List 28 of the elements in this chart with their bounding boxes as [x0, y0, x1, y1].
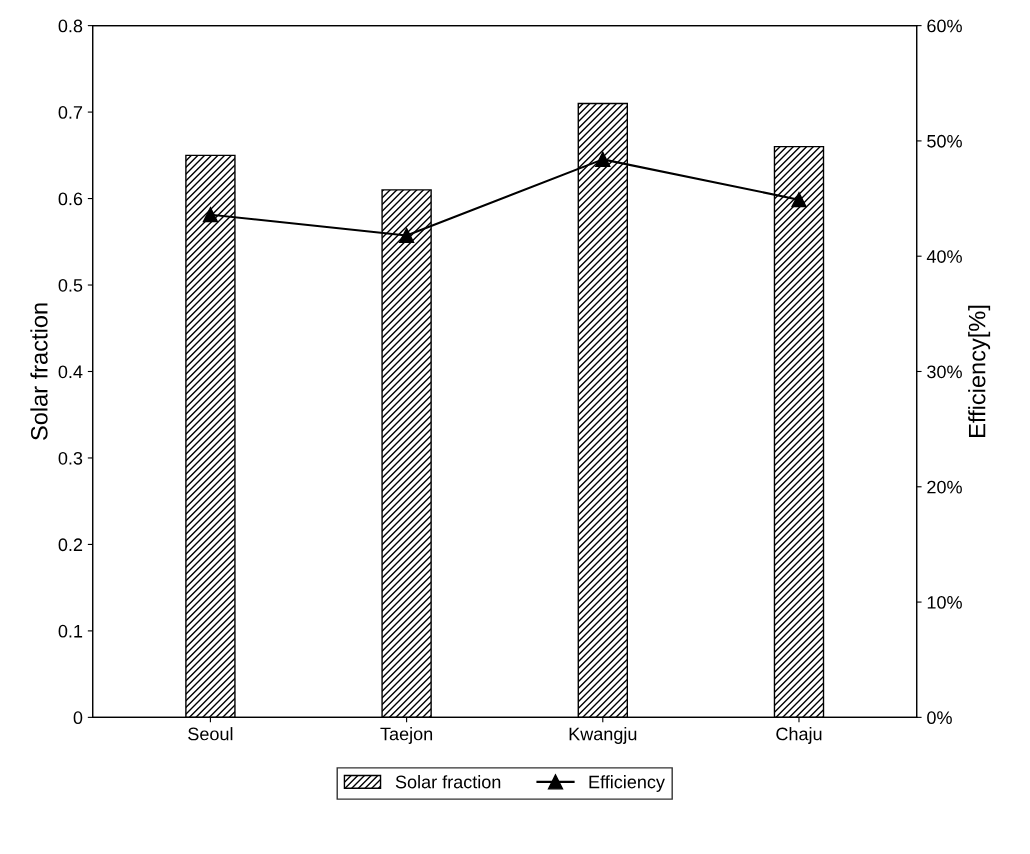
- x-tick-label: Seoul: [188, 727, 233, 741]
- point: [595, 151, 611, 167]
- y-tick-label: 0.6: [58, 192, 83, 206]
- legend-label: Solar fraction: [395, 775, 501, 789]
- point: [791, 192, 807, 208]
- y2-tick-label: 10%: [927, 596, 962, 609]
- y-axis-title: Solar fraction: [30, 303, 48, 440]
- y2-tick-label: 20%: [927, 480, 962, 494]
- point: [398, 227, 415, 244]
- y-tick-label: 0.5: [58, 278, 83, 292]
- x-tick-label: Kwangju: [569, 727, 637, 744]
- y-tick-label: 0.3: [58, 451, 83, 465]
- y-tick-label: 0.1: [58, 624, 83, 638]
- y2-tick-label: 30%: [927, 365, 962, 379]
- y2-tick-label: 50%: [927, 134, 962, 148]
- y2-tick-label: 0%: [927, 711, 952, 725]
- y-tick-label: 0.7: [58, 106, 83, 119]
- y-tick-label: 0.8: [58, 19, 83, 33]
- x-tick-label: Chaju: [776, 727, 822, 744]
- x-tick-label: Taejon: [380, 727, 433, 744]
- y-tick-label: 0.2: [58, 538, 83, 552]
- y2-tick-label: 60%: [927, 19, 962, 33]
- y2-axis-title: Efficiency[%]: [968, 305, 991, 437]
- point: [202, 207, 219, 223]
- legend-label: Efficiency: [589, 775, 665, 792]
- y-tick-label: 0.4: [58, 365, 83, 379]
- y-tick-label: 0: [73, 711, 83, 725]
- y2-tick-label: 40%: [926, 250, 962, 263]
